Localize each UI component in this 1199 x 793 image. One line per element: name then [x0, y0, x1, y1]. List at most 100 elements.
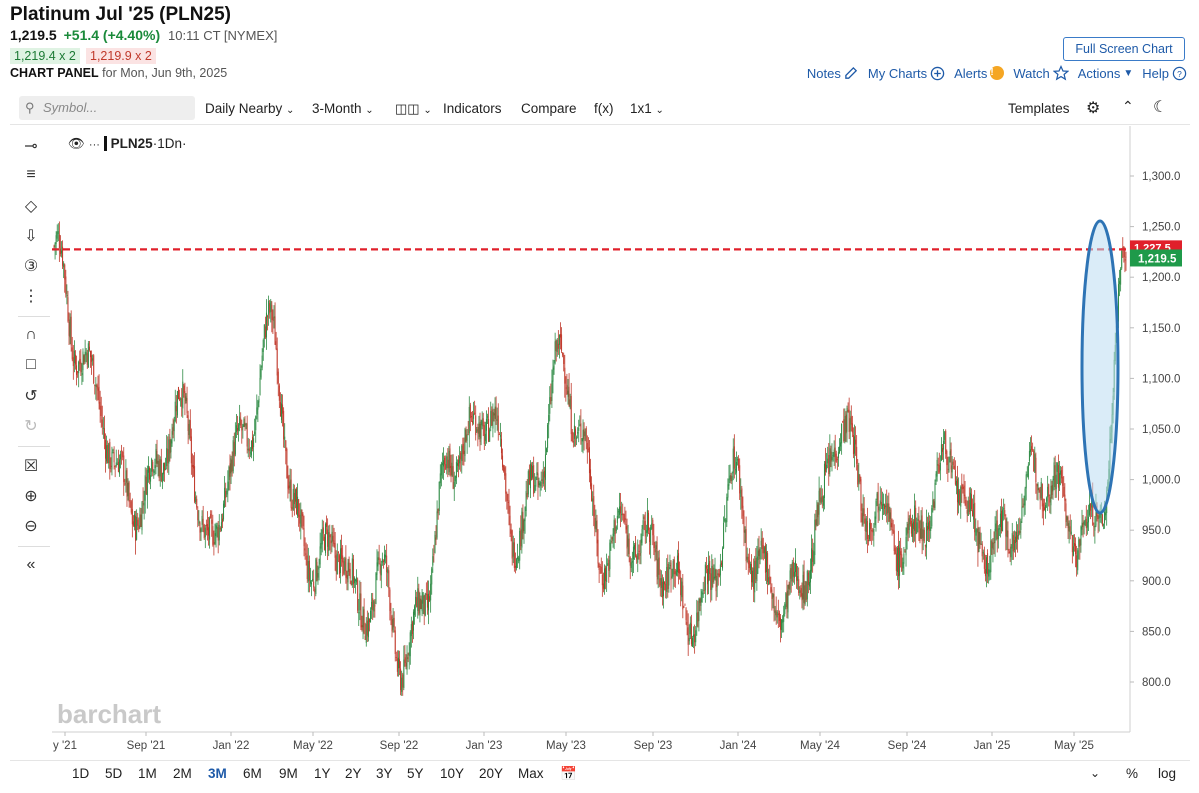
timeframe-10y[interactable]: 10Y [440, 766, 465, 781]
candle-body [675, 570, 677, 576]
timeframe-3m[interactable]: 3M [208, 766, 227, 781]
candle-body [143, 502, 145, 506]
full-screen-chart-button[interactable]: Full Screen Chart [1063, 37, 1185, 61]
timeframe-20y[interactable]: 20Y [479, 766, 504, 781]
candle-body [215, 524, 217, 536]
chart-type-dropdown[interactable]: ◫◫ ⌄ [395, 101, 432, 117]
eye-icon[interactable]: 👁 [68, 136, 86, 151]
counter-tool-icon[interactable]: ③ [23, 258, 39, 275]
candle-body [550, 396, 552, 402]
candle-body [594, 517, 596, 529]
candle-body [542, 471, 544, 484]
indicators-button[interactable]: Indicators [443, 101, 502, 116]
candle-body [456, 463, 458, 466]
percent-toggle[interactable]: % [1126, 766, 1139, 781]
candle-body [714, 568, 716, 579]
zoom-in-icon[interactable]: ⊕ [24, 488, 38, 505]
candle-body [1078, 539, 1080, 547]
notes-button[interactable]: Notes [807, 66, 859, 81]
measure-tool-icon[interactable]: ⋮ [23, 288, 39, 305]
zoom-out-icon[interactable]: ⊖ [24, 518, 38, 535]
candle-body [93, 355, 95, 384]
more-dots-icon[interactable]: ··· [88, 139, 100, 151]
timeframe-1y[interactable]: 1Y [314, 766, 331, 781]
period-dropdown[interactable]: Daily Nearby ⌄ [205, 101, 294, 116]
candle-body [606, 566, 608, 582]
candle-body [292, 488, 294, 510]
compare-button[interactable]: Compare [521, 101, 577, 116]
candle-body [303, 528, 305, 547]
candle-body [705, 566, 707, 569]
candle-body [1049, 497, 1051, 503]
candle-body [524, 507, 526, 522]
candle-body [699, 598, 701, 603]
candle-body [406, 654, 408, 670]
actions-menu[interactable]: Actions ▼ [1078, 66, 1134, 81]
candle-body [83, 355, 85, 365]
candle-body [1010, 546, 1012, 558]
legend-symbol: PLN25 [103, 136, 153, 151]
candle-body [157, 460, 159, 465]
y-tick-label: 900.0 [1142, 576, 1171, 588]
range-dropdown[interactable]: 3-Month ⌄ [312, 101, 374, 116]
templates-button[interactable]: Templates [1008, 101, 1070, 116]
alerts-button[interactable]: Alerts! [954, 66, 1005, 81]
candle-body [998, 528, 1000, 530]
magnet-icon[interactable]: ∩ [25, 326, 37, 343]
help-button[interactable]: Help? [1142, 66, 1187, 81]
candle-body [598, 563, 600, 570]
symbol-search-input[interactable]: ⚲ Symbol... [19, 96, 195, 120]
timeframe-5d[interactable]: 5D [105, 766, 123, 781]
log-toggle[interactable]: log [1158, 766, 1177, 781]
svg-text:?: ? [1177, 68, 1182, 78]
arrow-tool-icon[interactable]: ⇩ [24, 228, 38, 245]
candle-body [312, 578, 314, 581]
timeframe-2m[interactable]: 2M [173, 766, 192, 781]
candle-body [647, 512, 649, 531]
help-icon: ? [1172, 66, 1187, 80]
candle-body [100, 405, 102, 417]
candle-body [557, 343, 559, 349]
undo-icon[interactable]: ↺ [24, 388, 38, 405]
candle-body [84, 351, 86, 362]
candle-body [755, 558, 757, 580]
gear-icon[interactable]: ⚙ [1086, 100, 1101, 117]
calendar-icon[interactable]: 📅 [560, 766, 577, 781]
timeframe-1m[interactable]: 1M [138, 766, 157, 781]
line-tool-icon[interactable]: ⊸ [24, 138, 38, 155]
candle-body [540, 481, 542, 487]
watch-button[interactable]: Watch [1013, 65, 1069, 81]
candle-body [116, 463, 118, 465]
timeframe-max[interactable]: Max [518, 766, 544, 781]
candle-body [810, 569, 812, 583]
moon-icon[interactable]: ☾ [1153, 99, 1168, 116]
candle-body [252, 436, 254, 449]
fib-tool-icon[interactable]: ≡ [26, 166, 36, 183]
collapse-up-icon[interactable]: ⌃ [1122, 98, 1134, 114]
candle-body [476, 429, 478, 432]
timeframe-9m[interactable]: 9M [279, 766, 298, 781]
timeframe-6m[interactable]: 6M [243, 766, 262, 781]
function-button[interactable]: f(x) [594, 101, 614, 116]
my-charts-button[interactable]: My Charts [868, 66, 945, 81]
candle-body [869, 522, 871, 540]
candle-body [118, 459, 120, 474]
candle-body [474, 412, 476, 414]
candle-body [309, 580, 311, 584]
candle-body [1014, 536, 1016, 544]
unlock-icon[interactable]: □ [26, 356, 36, 373]
trash-icon[interactable]: ☒ [23, 458, 39, 475]
shape-tool-icon[interactable]: ◇ [24, 198, 38, 215]
candle-body [1008, 552, 1010, 554]
timeframe-1d[interactable]: 1D [72, 766, 90, 781]
redo-icon[interactable]: ↻ [24, 418, 38, 435]
candle-body [861, 513, 863, 523]
scroll-down-icon[interactable]: ⌄ [1090, 766, 1101, 780]
timeframe-2y[interactable]: 2Y [345, 766, 362, 781]
timeframe-5y[interactable]: 5Y [407, 766, 424, 781]
collapse-left-icon[interactable]: « [26, 556, 36, 573]
layout-dropdown[interactable]: 1x1 ⌄ [630, 101, 664, 116]
candle-body [750, 563, 752, 583]
timeframe-3y[interactable]: 3Y [376, 766, 393, 781]
